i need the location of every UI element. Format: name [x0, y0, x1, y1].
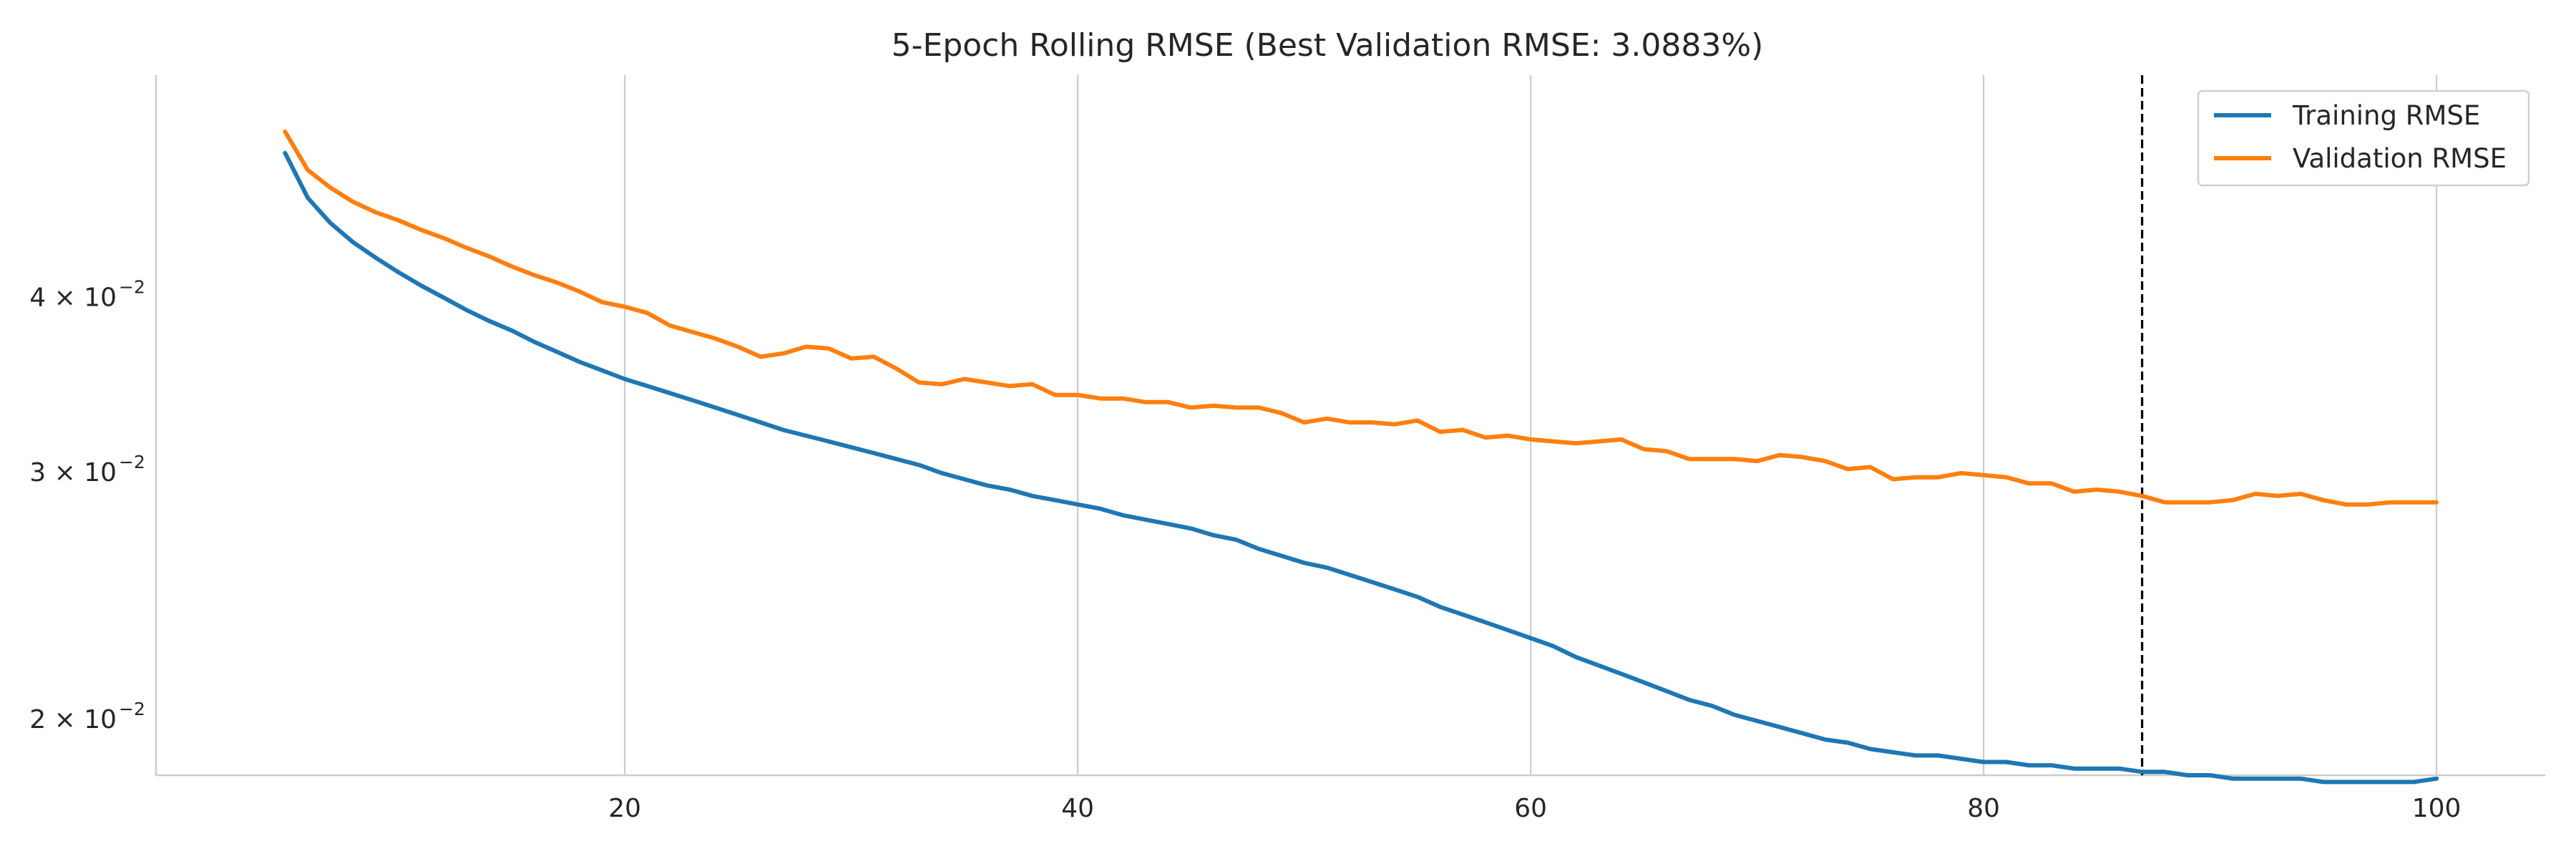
chart-title: 5-Epoch Rolling RMSE (Best Validation RM… [892, 27, 1764, 64]
y-tick-label: 2 × 10 [29, 705, 117, 734]
grid-lines [624, 75, 2438, 775]
x-tick-labels: 20 40 60 80 100 [608, 794, 2461, 823]
legend-box [2197, 89, 2530, 187]
training-rmse-line [283, 150, 2439, 785]
legend-label: Validation RMSE [2293, 143, 2507, 174]
legend: Training RMSE Validation RMSE [2197, 89, 2530, 187]
series-lines [283, 130, 2439, 785]
y-tick-label: 4 × 10 [29, 283, 117, 313]
x-tick-label: 20 [608, 794, 641, 823]
x-tick-label: 60 [1514, 794, 1547, 823]
y-tick-exponent: −2 [119, 699, 145, 719]
validation-rmse-line [283, 130, 2439, 507]
axes [155, 75, 2545, 777]
y-tick-labels: 2 × 10 −23 × 10 −24 × 10 −2 [29, 277, 145, 734]
legend-label: Training RMSE [2292, 100, 2480, 131]
x-tick-label: 100 [2412, 794, 2462, 823]
x-tick-label: 80 [1967, 794, 2000, 823]
x-tick-label: 40 [1061, 794, 1094, 823]
y-tick-exponent: −2 [119, 277, 145, 298]
y-tick-exponent: −2 [119, 452, 145, 472]
y-tick-label: 3 × 10 [29, 458, 117, 487]
